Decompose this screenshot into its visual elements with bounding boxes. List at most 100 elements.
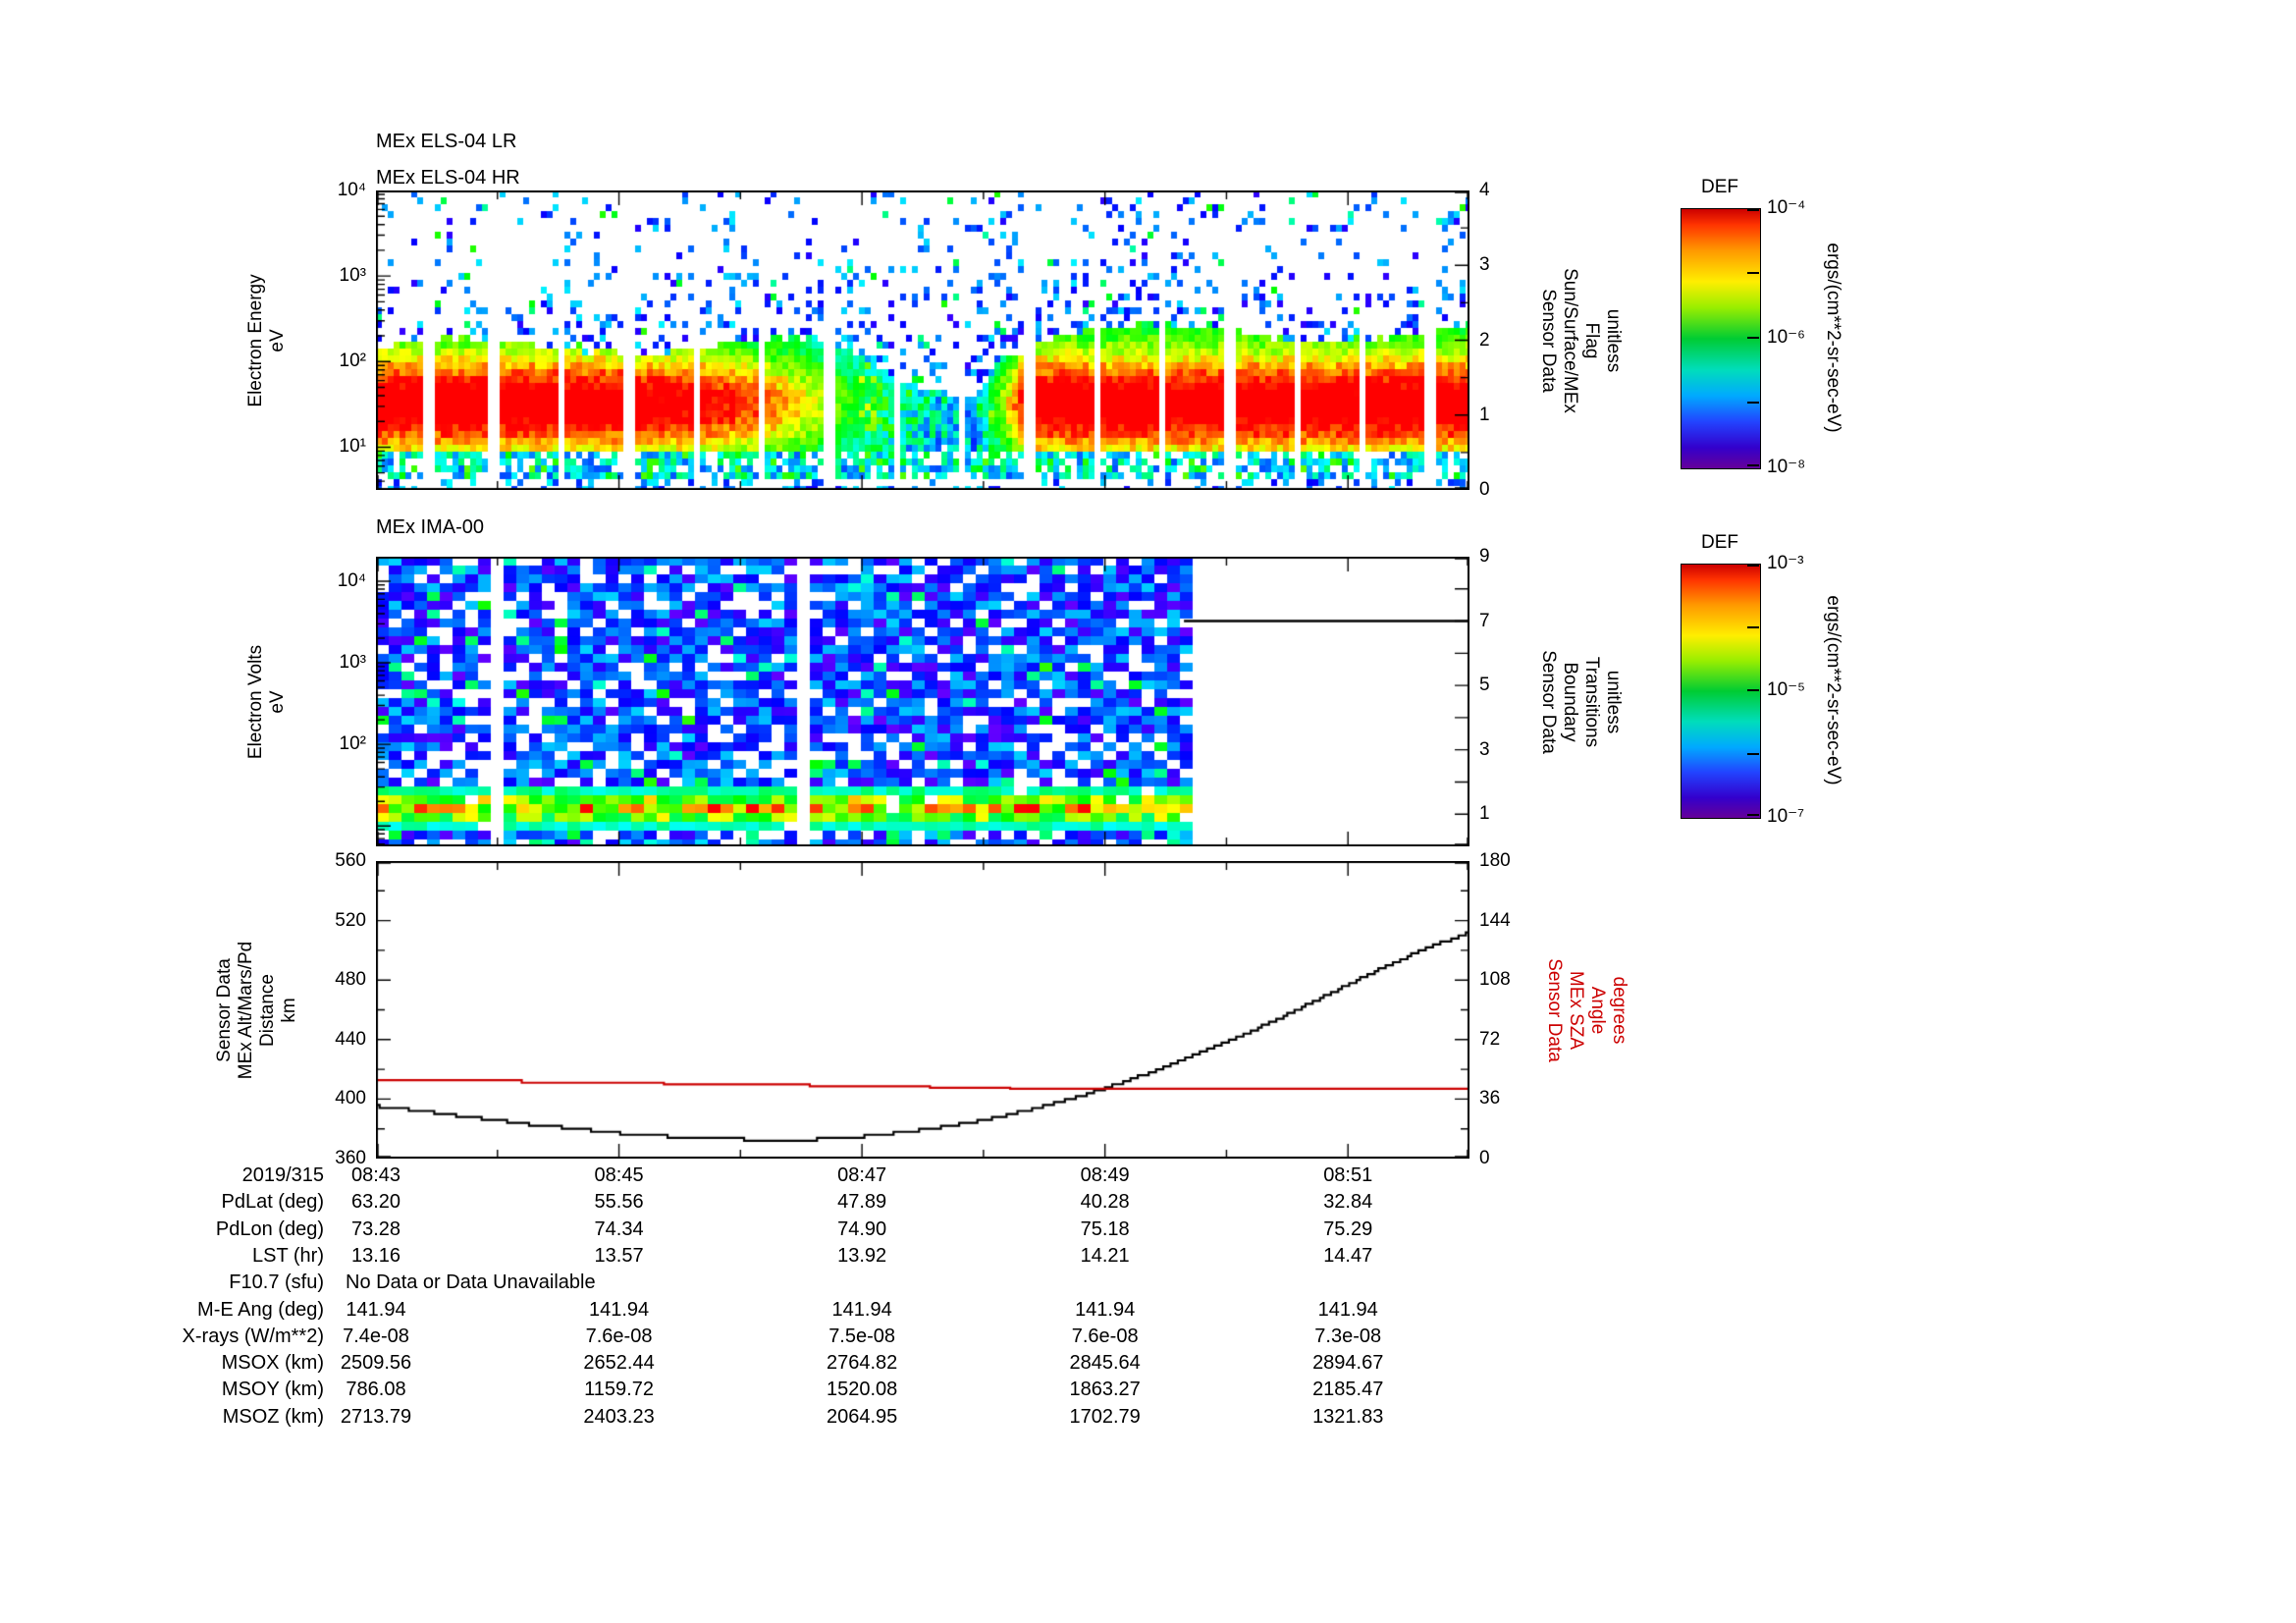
- table-cell: 08:51: [1323, 1164, 1373, 1186]
- colorbar-tick-label: 10⁻⁴: [1767, 197, 1806, 218]
- colorbar-tick-mark: [1747, 402, 1759, 404]
- alt-km-tick-label: 360: [335, 1148, 366, 1168]
- table-cell: 141.94: [831, 1298, 892, 1321]
- ima-spectrogram-canvas: [376, 557, 1469, 846]
- table-row-label: MSOX (km): [221, 1352, 324, 1375]
- table-cell: 63.20: [350, 1191, 401, 1214]
- ima-boundary-tick-label: 9: [1479, 546, 1490, 567]
- table-cell: 2845.64: [1069, 1352, 1141, 1375]
- alt-sza-axis-label: degrees Angle MEx SZA Sensor Data: [1544, 957, 1629, 1062]
- table-row-label: X-rays (W/m**2): [182, 1325, 324, 1347]
- ima-title: MEx IMA-00: [376, 516, 485, 538]
- table-cell: 7.3e-08: [1314, 1325, 1382, 1347]
- alt-km-tick-label: 480: [335, 969, 366, 991]
- table-cell: 08:47: [837, 1164, 887, 1186]
- table-cell: 141.94: [346, 1298, 406, 1321]
- table-cell: 08:45: [594, 1164, 644, 1186]
- table-cell: 1702.79: [1069, 1405, 1141, 1428]
- table-cell: 73.28: [350, 1217, 401, 1240]
- table-row-label: LST (hr): [252, 1244, 324, 1267]
- table-cell: 13.57: [594, 1244, 644, 1267]
- table-cell: 141.94: [1317, 1298, 1378, 1321]
- table-cell: 1159.72: [584, 1379, 654, 1401]
- table-cell: 14.47: [1323, 1244, 1373, 1267]
- colorbar2-gradient: [1681, 564, 1761, 819]
- colorbar1-gradient: [1681, 208, 1761, 469]
- alt-deg-tick-label: 108: [1479, 969, 1511, 991]
- table-cell: 7.4e-08: [343, 1325, 409, 1347]
- table-cell: 75.18: [1080, 1217, 1130, 1240]
- table-cell: 2713.79: [340, 1405, 412, 1428]
- table-cell: 2764.82: [826, 1352, 898, 1375]
- table-cell: 2403.23: [583, 1405, 655, 1428]
- els-spectrogram-canvas: [376, 190, 1469, 490]
- colorbar-tick-label: 10⁻³: [1767, 553, 1804, 573]
- colorbar-tick-mark: [1747, 625, 1759, 628]
- els-title-line1: MEx ELS-04 LR: [376, 131, 517, 152]
- colorbar-tick-mark: [1747, 752, 1759, 755]
- table-row-label: PdLon (deg): [215, 1217, 324, 1240]
- table-cell: 08:43: [350, 1164, 401, 1186]
- table-cell: 786.08: [346, 1379, 406, 1401]
- ima-boundary-tick-label: 3: [1479, 738, 1490, 760]
- els-flag-tick-label: 2: [1479, 329, 1490, 351]
- ima-boundary-tick-label: 7: [1479, 610, 1490, 631]
- colorbar-tick-mark: [1747, 209, 1759, 211]
- table-cell: 2509.56: [340, 1352, 412, 1375]
- table-cell: 74.34: [594, 1217, 644, 1240]
- els-y-tick-label: 10³: [339, 265, 366, 287]
- alt-km-tick-label: 520: [335, 909, 366, 931]
- table-cell: 74.90: [837, 1217, 887, 1240]
- table-cell: 1321.83: [1312, 1405, 1384, 1428]
- els-flag-axis-label: unitless Flag Sun/Surface/MEx Sensor Dat…: [1538, 267, 1624, 413]
- table-cell: 55.56: [594, 1191, 644, 1214]
- ima-y-tick-label: 10²: [339, 733, 366, 755]
- els-y-tick-label: 10²: [339, 351, 366, 372]
- els-flag-tick-label: 0: [1479, 479, 1490, 500]
- ima-boundary-axis-label: unitless Transitions Boundary Sensor Dat…: [1538, 649, 1624, 754]
- colorbar-tick-label: 10⁻⁶: [1767, 327, 1805, 348]
- colorbar-tick-mark: [1747, 814, 1759, 816]
- colorbar-tick-mark: [1747, 272, 1759, 274]
- table-cell: 08:49: [1080, 1164, 1130, 1186]
- table-row-label: MSOZ (km): [222, 1405, 324, 1428]
- colorbar1-units-label: ergs/(cm**2-sr-sec-eV): [1823, 243, 1843, 433]
- table-cell: 13.16: [350, 1244, 401, 1267]
- colorbar-tick-label: 10⁻⁷: [1767, 806, 1805, 827]
- els-y-tick-label: 10⁴: [337, 180, 366, 200]
- colorbar2-def-title: DEF: [1701, 532, 1738, 553]
- colorbar-tick-mark: [1747, 464, 1759, 466]
- table-cell: 141.94: [1075, 1298, 1136, 1321]
- table-cell: 7.5e-08: [828, 1325, 896, 1347]
- colorbar-tick-label: 10⁻⁸: [1767, 457, 1806, 477]
- ima-y-tick-label: 10⁴: [337, 569, 366, 591]
- colorbar-tick-mark: [1747, 689, 1759, 691]
- alt-deg-tick-label: 72: [1479, 1028, 1501, 1050]
- alt-km-tick-label: 440: [335, 1028, 366, 1050]
- table-row-label: MSOY (km): [221, 1379, 324, 1401]
- els-title-line2: MEx ELS-04 HR: [376, 167, 520, 189]
- alt-deg-tick-label: 180: [1479, 850, 1511, 871]
- alt-deg-tick-label: 144: [1479, 909, 1511, 931]
- table-cell: 7.6e-08: [1071, 1325, 1139, 1347]
- table-row-label: 2019/315: [241, 1164, 324, 1186]
- els-y-tick-label: 10¹: [339, 436, 366, 458]
- table-cell: 2652.44: [583, 1352, 655, 1375]
- table-cell: 1863.27: [1069, 1379, 1141, 1401]
- els-flag-tick-label: 1: [1479, 404, 1490, 425]
- colorbar-tick-mark: [1747, 337, 1759, 339]
- table-cell: 75.29: [1323, 1217, 1373, 1240]
- alt-distance-axis-label: Sensor Data MEx Alt/Mars/Pd Distance km: [214, 941, 299, 1079]
- table-cell: 40.28: [1080, 1191, 1130, 1214]
- alt-deg-tick-label: 36: [1479, 1088, 1501, 1109]
- colorbar-tick-label: 10⁻⁵: [1767, 679, 1806, 700]
- table-cell: 141.94: [588, 1298, 650, 1321]
- els-flag-tick-label: 3: [1479, 254, 1490, 276]
- table-cell: 2064.95: [826, 1405, 898, 1428]
- altitude-sza-line-plot-canvas: [376, 861, 1469, 1159]
- table-cell: 1520.08: [826, 1379, 898, 1401]
- alt-km-tick-label: 400: [335, 1088, 366, 1109]
- table-cell: 32.84: [1323, 1191, 1373, 1214]
- ima-y-tick-label: 10³: [339, 652, 366, 674]
- table-cell: 47.89: [837, 1191, 887, 1214]
